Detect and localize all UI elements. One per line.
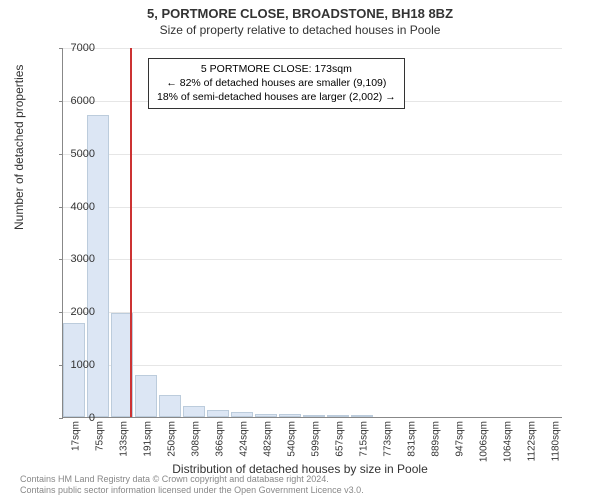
x-tick-label: 1064sqm [503, 421, 514, 462]
y-tick [59, 259, 63, 260]
chart-title-sub: Size of property relative to detached ho… [0, 21, 600, 37]
y-tick [59, 312, 63, 313]
x-tick-label: 1006sqm [479, 421, 490, 462]
y-tick-label: 1000 [71, 359, 95, 371]
x-tick-label: 133sqm [119, 421, 130, 457]
histogram-bar [327, 415, 349, 417]
histogram-bar [303, 415, 325, 417]
x-tick-label: 773sqm [383, 421, 394, 457]
grid-line [63, 154, 562, 155]
histogram-bar [87, 115, 109, 417]
x-tick-label: 599sqm [311, 421, 322, 457]
x-tick-label: 424sqm [239, 421, 250, 457]
reference-line [130, 48, 132, 417]
footer-line: Contains HM Land Registry data © Crown c… [20, 474, 364, 485]
y-axis-title: Number of detached properties [12, 65, 26, 230]
histogram-bar [231, 412, 253, 417]
x-tick-label: 191sqm [143, 421, 154, 457]
x-tick-label: 657sqm [335, 421, 346, 457]
y-tick [59, 101, 63, 102]
histogram-bar [351, 415, 373, 417]
x-tick-label: 715sqm [359, 421, 370, 457]
y-tick [59, 154, 63, 155]
annotation-line: ← 82% of detached houses are smaller (9,… [157, 76, 396, 90]
y-tick-label: 2000 [71, 306, 95, 318]
grid-line [63, 207, 562, 208]
x-tick-label: 17sqm [71, 421, 82, 451]
histogram-bar [135, 375, 157, 417]
y-tick-label: 7000 [71, 42, 95, 54]
grid-line [63, 365, 562, 366]
x-tick-label: 1122sqm [527, 421, 538, 461]
histogram-bar [279, 414, 301, 417]
x-tick-label: 366sqm [215, 421, 226, 457]
histogram-bar [183, 406, 205, 417]
histogram-bar [255, 414, 277, 417]
y-tick-label: 3000 [71, 253, 95, 265]
x-tick-label: 482sqm [263, 421, 274, 457]
footer-attribution: Contains HM Land Registry data © Crown c… [20, 474, 364, 497]
y-tick-label: 4000 [71, 201, 95, 213]
footer-line: Contains public sector information licen… [20, 485, 364, 496]
y-tick-label: 6000 [71, 95, 95, 107]
grid-line [63, 48, 562, 49]
y-tick-label: 0 [89, 412, 95, 424]
y-tick-label: 5000 [71, 148, 95, 160]
grid-line [63, 312, 562, 313]
y-tick [59, 418, 63, 419]
x-tick-label: 308sqm [191, 421, 202, 457]
chart-title-main: 5, PORTMORE CLOSE, BROADSTONE, BH18 8BZ [0, 0, 600, 21]
x-tick-label: 75sqm [95, 421, 106, 451]
x-tick-label: 1180sqm [551, 421, 562, 461]
x-tick-label: 889sqm [431, 421, 442, 457]
annotation-line: 5 PORTMORE CLOSE: 173sqm [157, 62, 396, 76]
x-tick-label: 947sqm [455, 421, 466, 457]
y-tick [59, 207, 63, 208]
x-tick-label: 831sqm [407, 421, 418, 457]
y-tick [59, 48, 63, 49]
histogram-bar [159, 395, 181, 417]
annotation-line: 18% of semi-detached houses are larger (… [157, 90, 396, 104]
histogram-bar [207, 410, 229, 417]
x-tick-label: 250sqm [167, 421, 178, 457]
x-tick-label: 540sqm [287, 421, 298, 457]
grid-line [63, 259, 562, 260]
annotation-box: 5 PORTMORE CLOSE: 173sqm ← 82% of detach… [148, 58, 405, 109]
